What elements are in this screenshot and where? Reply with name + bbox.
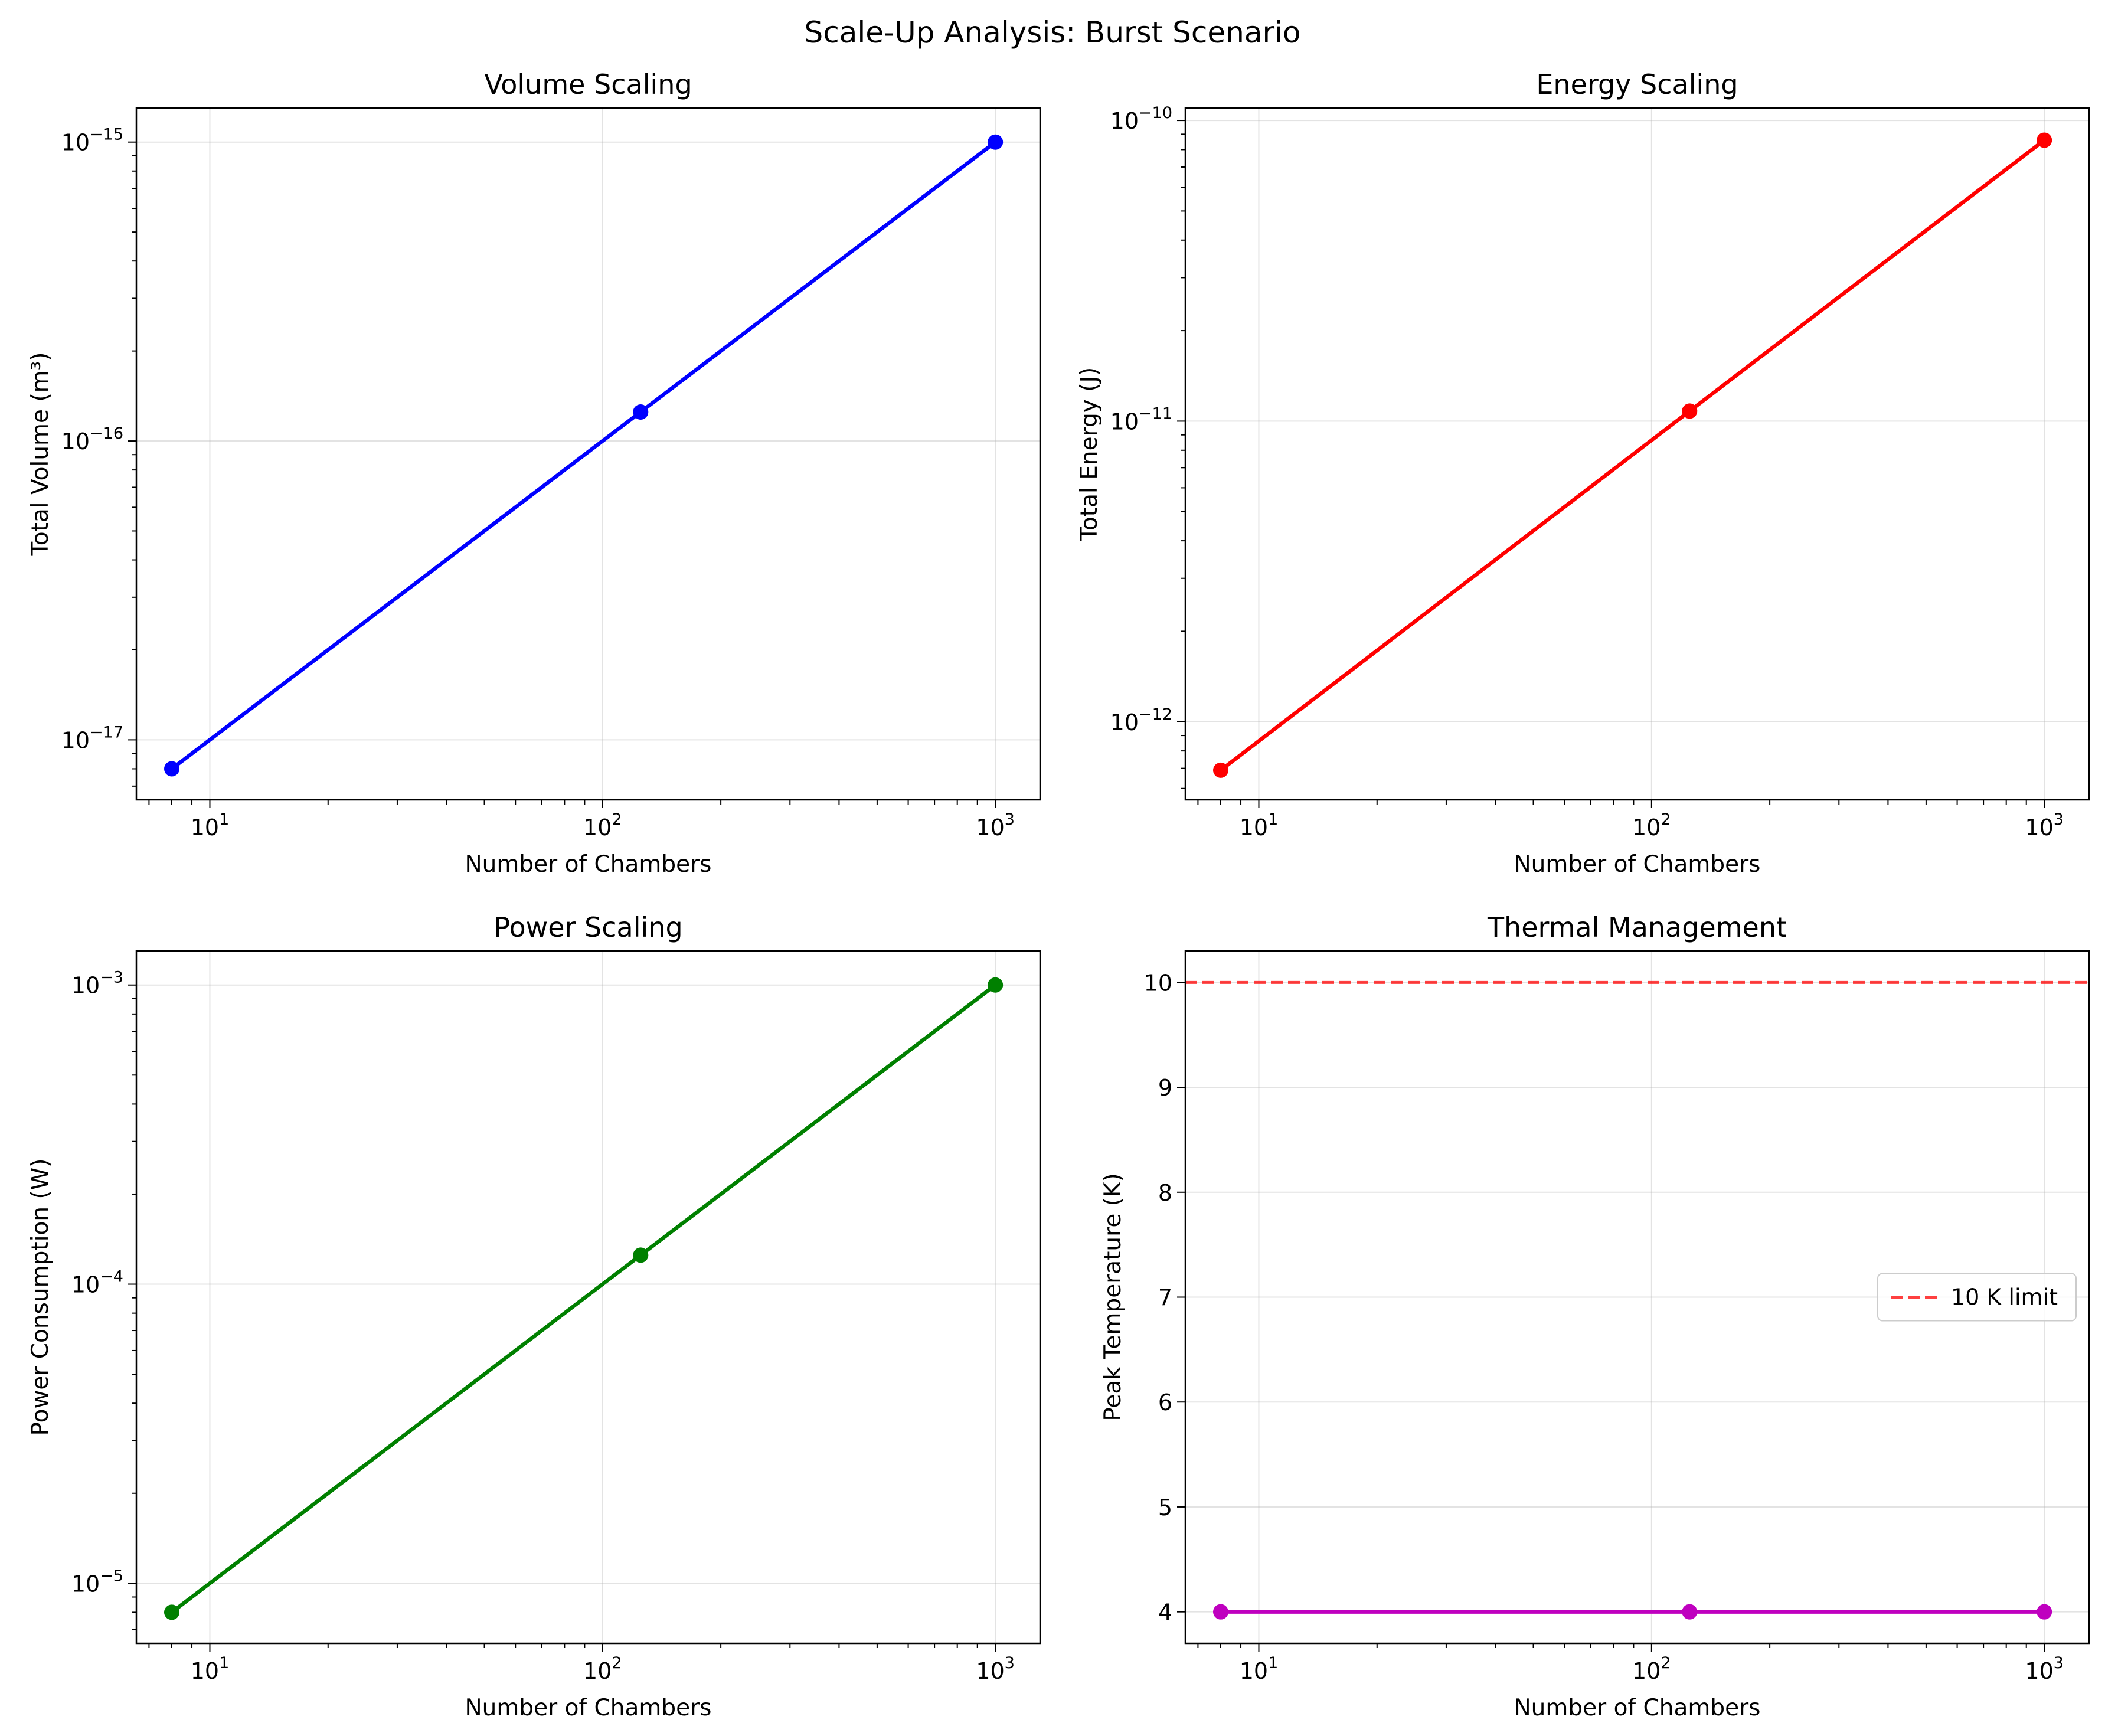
x-axis-label: Number of Chambers [1514,851,1761,878]
figure-suptitle: Scale-Up Analysis: Burst Scenario [805,15,1301,50]
data-point [164,1604,179,1620]
subplot-title: Volume Scaling [484,68,692,100]
legend-box [1877,1273,2077,1322]
subplot-title: Power Scaling [493,911,682,943]
axes-frame [135,950,1041,1645]
y-tick-label: 10 [1144,970,1172,996]
data-point [1212,762,1228,778]
data-point [164,761,179,777]
x-axis-label: Number of Chambers [1514,1695,1761,1721]
legend-label: 10 K limit [1951,1284,2058,1310]
x-tick-label: 101 [191,1654,230,1684]
data-point [1212,1604,1228,1620]
y-axis-label: Peak Temperature (K) [1100,1173,1126,1421]
data-point [988,134,1004,150]
y-tick-label: 9 [1158,1075,1172,1101]
y-tick-label: 8 [1158,1180,1172,1206]
x-axis-label: Number of Chambers [465,851,712,878]
subplot-title: Energy Scaling [1536,68,1738,100]
axes-frame [1184,950,2090,1645]
subplot-title: Thermal Management [1487,911,1787,943]
data-point [1682,403,1698,419]
y-tick-label: 7 [1158,1285,1172,1311]
y-tick-label: 6 [1158,1390,1172,1415]
data-point [633,404,649,420]
axes-frame [1184,107,2090,801]
data-point [1682,1604,1698,1620]
x-tick-label: 102 [1632,1654,1671,1684]
y-tick-label: 5 [1158,1495,1172,1521]
x-tick-label: 101 [1240,1654,1279,1684]
legend: 10 K limit [1877,1273,2077,1322]
y-tick-label: 4 [1158,1600,1172,1626]
y-axis-label: Total Volume (m³) [27,352,54,557]
axes-frame [135,107,1041,801]
y-axis-label: Total Energy (J) [1076,367,1103,541]
y-axis-label: Power Consumption (W) [27,1159,54,1436]
data-point [2037,132,2052,148]
data-point [988,977,1004,993]
x-axis-label: Number of Chambers [465,1695,712,1721]
data-point [2037,1604,2052,1620]
data-point [633,1247,649,1263]
